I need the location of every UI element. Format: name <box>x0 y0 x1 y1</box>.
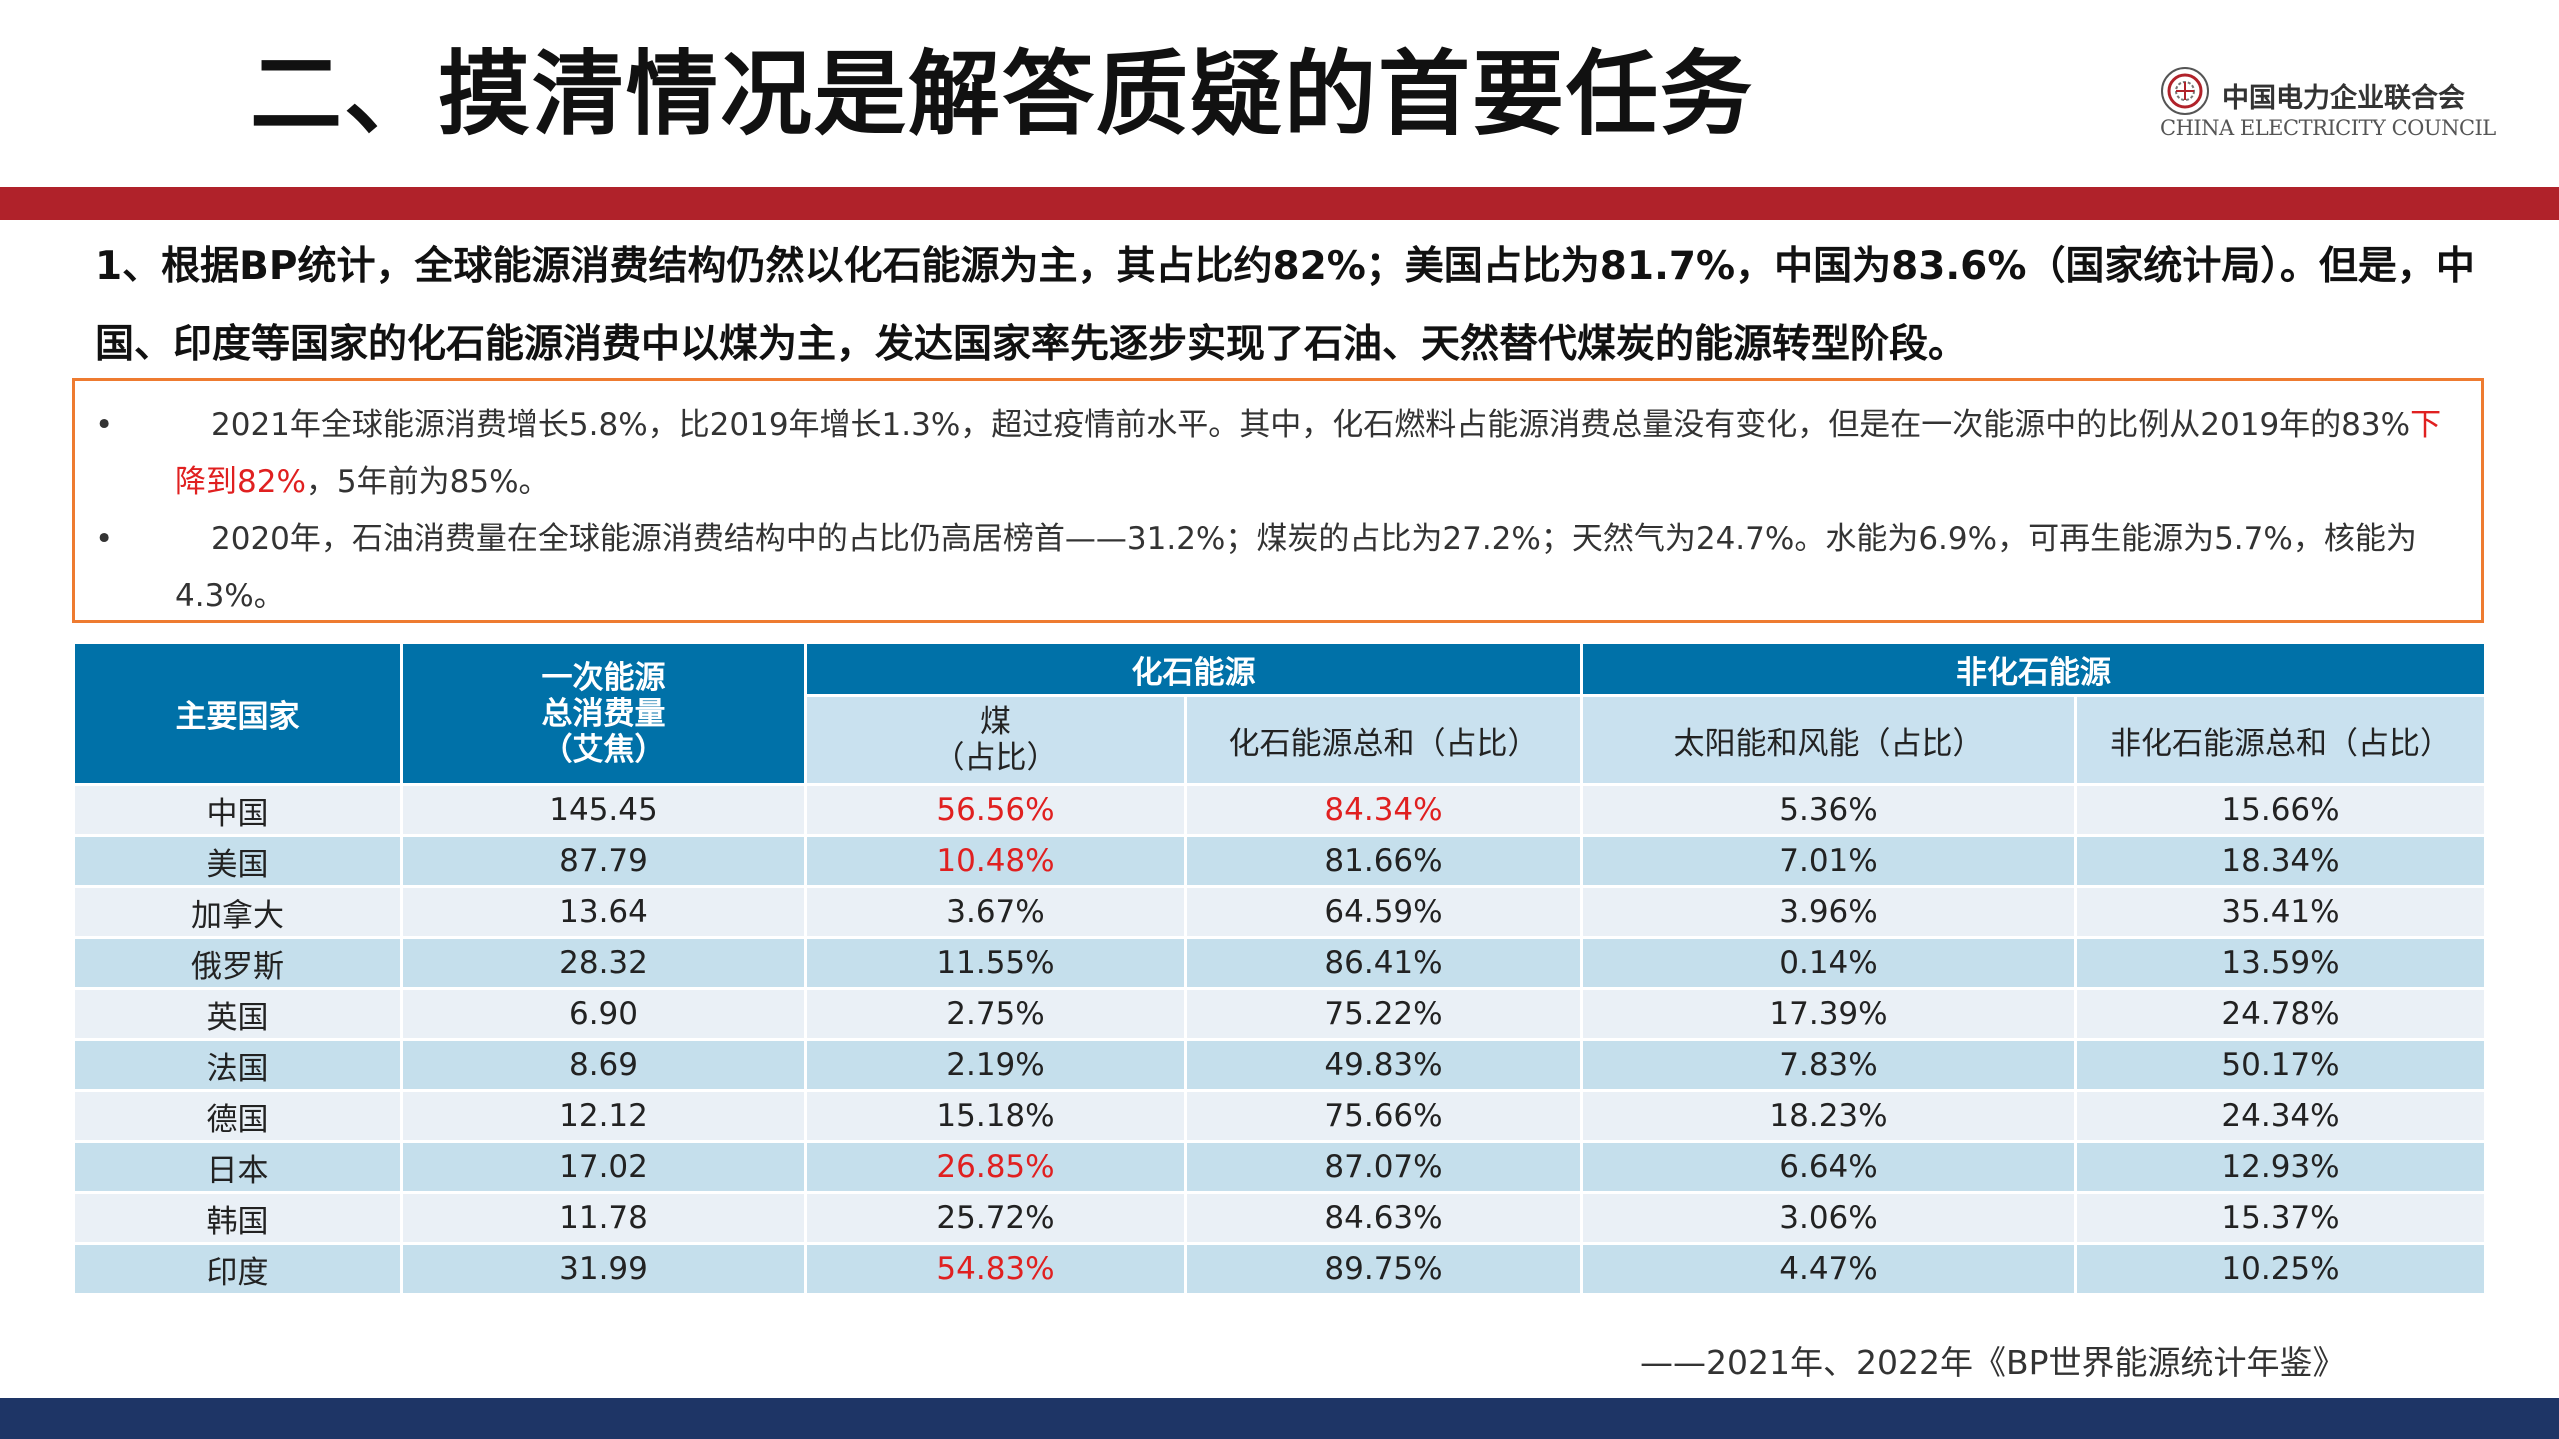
cell-country: 美国 <box>72 834 403 888</box>
header-coal: 煤 （占比） <box>804 694 1187 786</box>
cell-solar-wind: 17.39% <box>1580 987 2077 1041</box>
cell-primary-energy: 17.02 <box>400 1140 807 1194</box>
cell-country: 俄罗斯 <box>72 936 403 990</box>
table-row: 德国 12.12 15.18% 75.66% 18.23% 24.34% <box>72 1089 2487 1143</box>
cell-country: 法国 <box>72 1038 403 1092</box>
table-row: 中国 145.45 56.56% 84.34% 5.36% 15.66% <box>72 783 2487 837</box>
cell-fossil-total: 87.07% <box>1184 1140 1583 1194</box>
cell-primary-energy: 28.32 <box>400 936 807 990</box>
note-1-highlight: 下降到82% <box>175 407 2442 500</box>
cell-primary-energy: 6.90 <box>400 987 807 1041</box>
cell-non-fossil-total: 18.34% <box>2074 834 2487 888</box>
cell-coal: 25.72% <box>804 1191 1187 1245</box>
cell-non-fossil-total: 12.93% <box>2074 1140 2487 1194</box>
cell-fossil-total: 75.66% <box>1184 1089 1583 1143</box>
cell-solar-wind: 3.96% <box>1580 885 2077 939</box>
bullet-icon: • <box>95 407 114 443</box>
cell-fossil-total: 86.41% <box>1184 936 1583 990</box>
note-item-2: • 2020年，石油消费量在全球能源消费结构中的占比仍高居榜首——31.2%；煤… <box>95 511 2465 625</box>
cell-coal: 26.85% <box>804 1140 1187 1194</box>
cell-solar-wind: 18.23% <box>1580 1089 2077 1143</box>
cell-primary-energy: 11.78 <box>400 1191 807 1245</box>
table-row: 韩国 11.78 25.72% 84.63% 3.06% 15.37% <box>72 1191 2487 1245</box>
cell-fossil-total: 84.34% <box>1184 783 1583 837</box>
header-non-fossil-total: 非化石能源总和（占比） <box>2074 694 2487 786</box>
table-row: 俄罗斯 28.32 11.55% 86.41% 0.14% 13.59% <box>72 936 2487 990</box>
cell-solar-wind: 7.83% <box>1580 1038 2077 1092</box>
intro-paragraph: 1、根据BP统计，全球能源消费结构仍然以化石能源为主，其占比约82%；美国占比为… <box>95 244 2475 367</box>
cell-primary-energy: 31.99 <box>400 1242 807 1296</box>
cell-solar-wind: 0.14% <box>1580 936 2077 990</box>
cell-non-fossil-total: 15.66% <box>2074 783 2487 837</box>
cell-fossil-total: 84.63% <box>1184 1191 1583 1245</box>
cell-coal: 3.67% <box>804 885 1187 939</box>
table-row: 印度 31.99 54.83% 89.75% 4.47% 10.25% <box>72 1242 2487 1296</box>
cell-coal: 54.83% <box>804 1242 1187 1296</box>
cell-fossil-total: 64.59% <box>1184 885 1583 939</box>
cell-solar-wind: 7.01% <box>1580 834 2077 888</box>
note-2-text: 2020年，石油消费量在全球能源消费结构中的占比仍高居榜首——31.2%；煤炭的… <box>175 521 2417 614</box>
footer-navy-band <box>0 1398 2559 1439</box>
cell-country: 日本 <box>72 1140 403 1194</box>
cell-primary-energy: 8.69 <box>400 1038 807 1092</box>
cell-primary-energy: 13.64 <box>400 885 807 939</box>
header-non-fossil-group: 非化石能源 <box>1580 641 2487 697</box>
council-logo: 中国电力企业联合会 CHINA ELECTRICITY COUNCIL <box>2160 66 2496 146</box>
cell-non-fossil-total: 13.59% <box>2074 936 2487 990</box>
cell-non-fossil-total: 15.37% <box>2074 1191 2487 1245</box>
energy-consumption-table: 主要国家 一次能源 总消费量 （艾焦） 化石能源 非化石能源 煤 （占比） 化石… <box>72 641 2487 1296</box>
cell-coal: 56.56% <box>804 783 1187 837</box>
table-row: 日本 17.02 26.85% 87.07% 6.64% 12.93% <box>72 1140 2487 1194</box>
header-fossil-total: 化石能源总和（占比） <box>1184 694 1583 786</box>
cell-country: 印度 <box>72 1242 403 1296</box>
cell-non-fossil-total: 24.78% <box>2074 987 2487 1041</box>
cell-country: 中国 <box>72 783 403 837</box>
cell-fossil-total: 75.22% <box>1184 987 1583 1041</box>
cell-fossil-total: 81.66% <box>1184 834 1583 888</box>
note-1-text-end: ，5年前为85%。 <box>305 464 550 500</box>
cell-primary-energy: 12.12 <box>400 1089 807 1143</box>
cell-solar-wind: 5.36% <box>1580 783 2077 837</box>
cell-coal: 11.55% <box>804 936 1187 990</box>
cell-country: 英国 <box>72 987 403 1041</box>
table-row: 美国 87.79 10.48% 81.66% 7.01% 18.34% <box>72 834 2487 888</box>
cell-country: 加拿大 <box>72 885 403 939</box>
cell-solar-wind: 4.47% <box>1580 1242 2077 1296</box>
cell-solar-wind: 6.64% <box>1580 1140 2077 1194</box>
cell-coal: 15.18% <box>804 1089 1187 1143</box>
table-row: 英国 6.90 2.75% 75.22% 17.39% 24.78% <box>72 987 2487 1041</box>
header-country: 主要国家 <box>72 641 403 786</box>
header-solar-wind: 太阳能和风能（占比） <box>1580 694 2077 786</box>
header-red-band <box>0 187 2559 220</box>
note-1-text: 2021年全球能源消费增长5.8%，比2019年增长1.3%，超过疫情前水平。其… <box>211 407 2411 443</box>
bullet-icon: • <box>95 521 114 557</box>
cell-country: 韩国 <box>72 1191 403 1245</box>
cell-coal: 10.48% <box>804 834 1187 888</box>
cell-coal: 2.19% <box>804 1038 1187 1092</box>
table-row: 法国 8.69 2.19% 49.83% 7.83% 50.17% <box>72 1038 2487 1092</box>
cell-fossil-total: 89.75% <box>1184 1242 1583 1296</box>
cell-solar-wind: 3.06% <box>1580 1191 2077 1245</box>
logo-name-en: CHINA ELECTRICITY COUNCIL <box>2160 116 2496 140</box>
cell-non-fossil-total: 35.41% <box>2074 885 2487 939</box>
slide-title: 二、摸清情况是解答质疑的首要任务 <box>250 41 1755 148</box>
header-primary-energy: 一次能源 总消费量 （艾焦） <box>400 641 807 786</box>
notes-box: • 2021年全球能源消费增长5.8%，比2019年增长1.3%，超过疫情前水平… <box>72 378 2484 623</box>
cell-non-fossil-total: 24.34% <box>2074 1089 2487 1143</box>
logo-name-cn: 中国电力企业联合会 <box>2222 83 2465 114</box>
header-fossil-group: 化石能源 <box>804 641 1583 697</box>
cell-non-fossil-total: 10.25% <box>2074 1242 2487 1296</box>
table-row: 加拿大 13.64 3.67% 64.59% 3.96% 35.41% <box>72 885 2487 939</box>
source-citation: ——2021年、2022年《BP世界能源统计年鉴》 <box>1640 1343 2346 1382</box>
cell-country: 德国 <box>72 1089 403 1143</box>
cell-primary-energy: 145.45 <box>400 783 807 837</box>
note-item-1: • 2021年全球能源消费增长5.8%，比2019年增长1.3%，超过疫情前水平… <box>95 397 2465 511</box>
cell-primary-energy: 87.79 <box>400 834 807 888</box>
cell-non-fossil-total: 50.17% <box>2074 1038 2487 1092</box>
cell-coal: 2.75% <box>804 987 1187 1041</box>
council-emblem-icon <box>2161 67 2209 115</box>
cell-fossil-total: 49.83% <box>1184 1038 1583 1092</box>
